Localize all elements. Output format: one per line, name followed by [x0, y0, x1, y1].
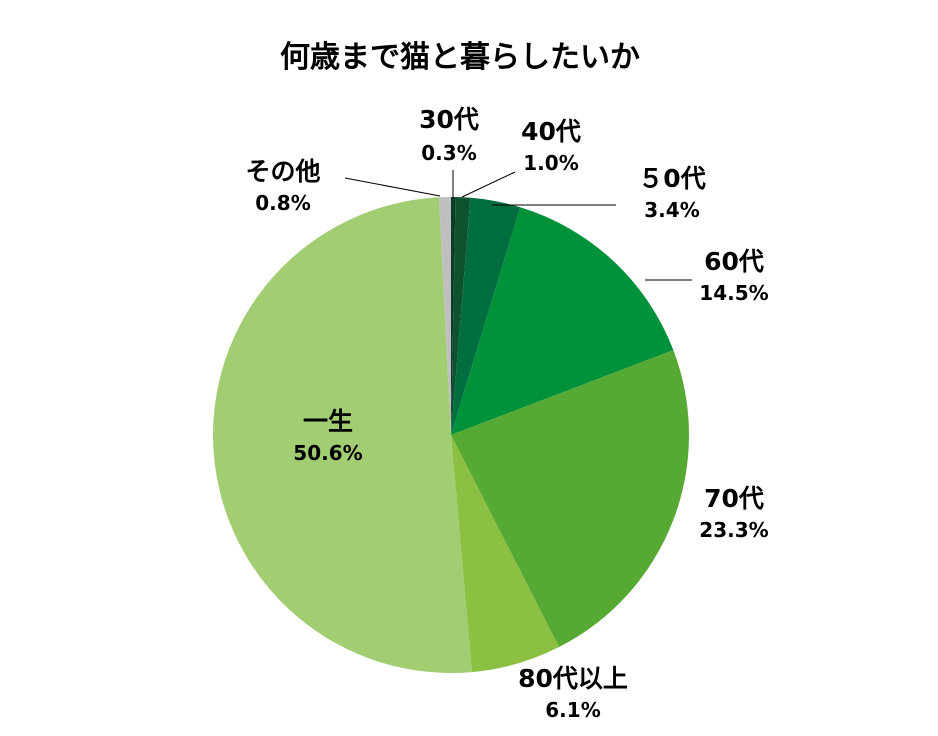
slice-percent-label: 14.5%	[699, 281, 768, 305]
pie-slice	[451, 350, 690, 648]
slice-percent-label: 0.3%	[421, 141, 476, 165]
slice-category-label: 一生	[303, 407, 353, 436]
slice-labels: 30代 0.3% 40代 1.0% ５0代 3.4% 60代 14.5% 70代 23.3% 80代…	[245, 105, 768, 722]
slice-category-label: 40代	[521, 117, 581, 146]
pie-slice	[451, 196, 456, 435]
slice-category-label: 70代	[704, 484, 764, 513]
slice-percent-label: 50.6%	[293, 441, 362, 465]
pie-slice	[439, 197, 451, 435]
slice-percent-label: 23.3%	[699, 518, 768, 542]
slice-percent-label: 0.8%	[255, 191, 310, 215]
slice-percent-label: 6.1%	[545, 698, 600, 722]
pie-slices	[213, 196, 690, 673]
pie-slice	[451, 207, 674, 435]
slice-category-label: ５0代	[638, 164, 705, 193]
pie-slice	[213, 197, 472, 673]
leader-line	[461, 171, 516, 198]
slice-percent-label: 3.4%	[644, 198, 699, 222]
slice-percent-label: 1.0%	[523, 151, 578, 175]
leader-line	[344, 177, 441, 197]
pie-slice	[451, 197, 521, 435]
leader-lines	[344, 170, 692, 281]
pie-slice	[451, 197, 471, 435]
slice-category-label: 80代以上	[518, 664, 628, 693]
slice-category-label: その他	[245, 157, 320, 186]
chart-title: 何歳まで猫と暮らしたいか	[280, 40, 640, 75]
slice-category-label: 30代	[419, 105, 479, 134]
pie-slice	[451, 435, 560, 673]
slice-category-label: 60代	[704, 247, 764, 276]
